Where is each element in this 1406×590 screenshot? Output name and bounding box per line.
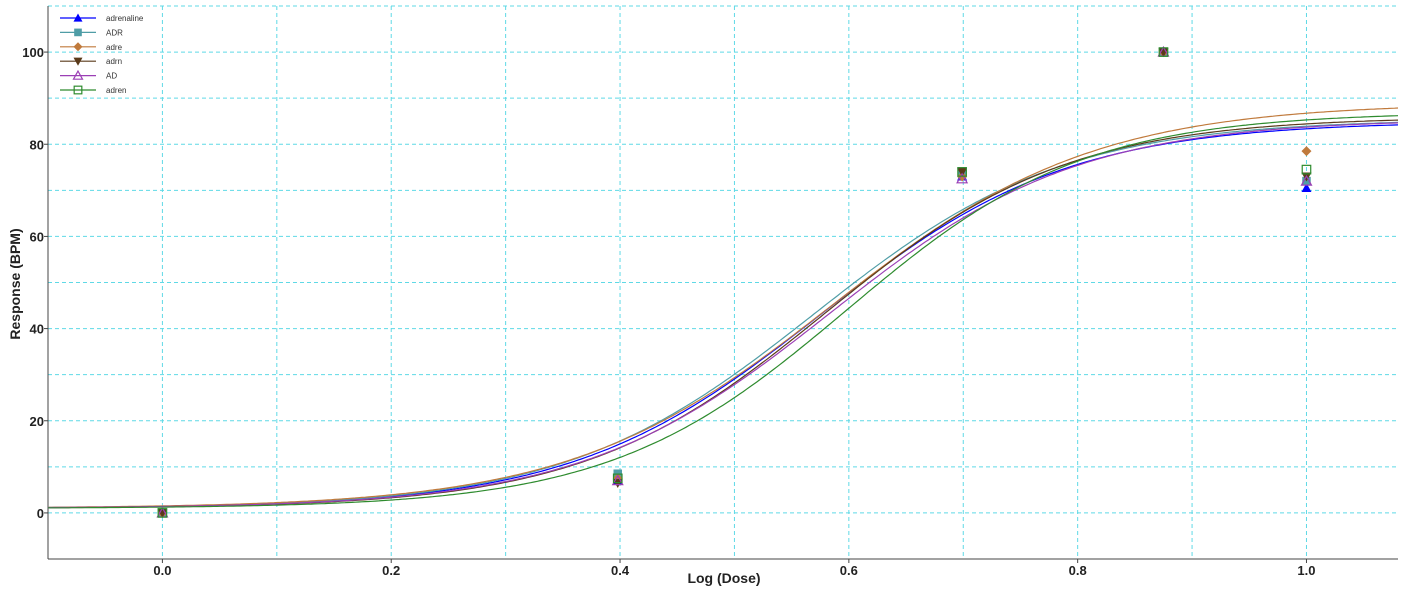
data-point	[612, 473, 623, 484]
y-tick-label: 80	[30, 137, 44, 152]
data-point	[1301, 183, 1312, 193]
x-tick-label: 0.0	[153, 563, 171, 578]
y-tick-label: 60	[30, 229, 44, 244]
legend-label: adrenaline	[106, 14, 144, 23]
x-tick-label: 0.8	[1069, 563, 1087, 578]
tick-labels: 0.0 0.2 0.4 0.6 0.8 1.0 0 20 40 60 80 100	[22, 45, 1315, 578]
fit-curve	[48, 107, 1399, 508]
x-tick-label: 1.0	[1297, 563, 1315, 578]
data-point	[611, 474, 624, 486]
x-tick-label: 0.4	[611, 563, 630, 578]
grid	[47, 5, 1398, 560]
fit-curve	[48, 122, 1399, 509]
legend-label: adrn	[106, 57, 122, 66]
data-point	[157, 508, 168, 518]
x-tick-label: 0.2	[382, 563, 400, 578]
data-point	[1300, 174, 1313, 186]
legend-marker	[74, 28, 82, 37]
y-axis-label: Response (BPM)	[7, 228, 23, 339]
legend-marker	[73, 85, 83, 95]
legend: adrenaline ADR adre adrn AD adren	[60, 13, 144, 95]
data-point	[1301, 146, 1312, 157]
legend-marker	[73, 42, 83, 52]
data-point	[1158, 47, 1169, 57]
fit-curves	[48, 107, 1399, 509]
data-point	[957, 167, 967, 177]
axes	[44, 6, 1398, 563]
x-tick-label: 0.6	[840, 563, 858, 578]
legend-label: ADR	[106, 28, 123, 37]
y-tick-label: 100	[22, 45, 44, 60]
x-axis-label: Log (Dose)	[687, 570, 760, 586]
y-tick-label: 0	[37, 506, 44, 521]
data-point	[1158, 48, 1169, 58]
y-tick-label: 20	[30, 414, 44, 429]
legend-label: adre	[106, 43, 123, 52]
data-point	[1301, 164, 1312, 175]
legend-marker	[73, 57, 83, 66]
data-points	[156, 45, 1313, 518]
data-point	[157, 508, 168, 518]
fit-curve	[48, 124, 1399, 509]
data-point	[956, 172, 969, 184]
legend-marker	[72, 69, 84, 80]
fit-curve	[48, 119, 1399, 509]
data-point	[957, 167, 968, 177]
y-tick-label: 40	[30, 322, 44, 337]
legend-label: AD	[106, 72, 117, 81]
fit-curve	[48, 115, 1399, 509]
legend-label: adren	[106, 86, 126, 95]
legend-marker	[73, 13, 83, 22]
fit-curve	[48, 121, 1399, 509]
